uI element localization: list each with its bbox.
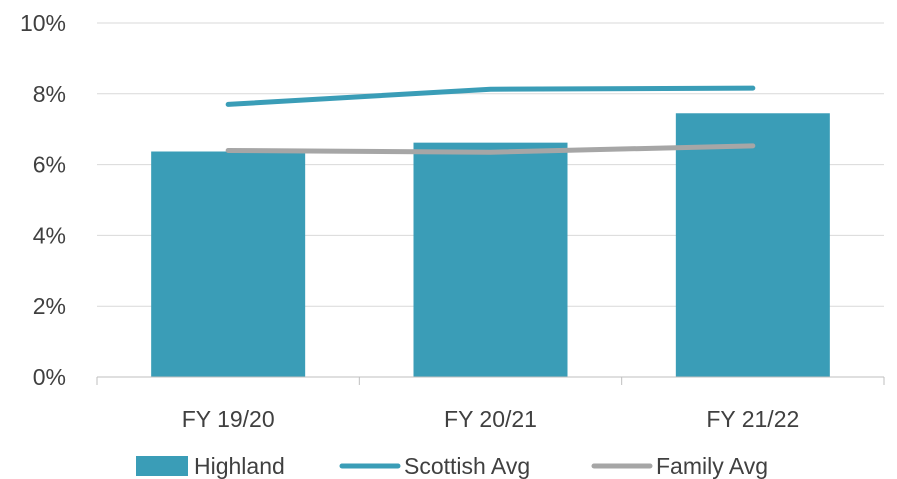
- legend: Highland Scottish Avg Family Avg: [136, 453, 768, 479]
- y-axis-labels: 0% 2% 4% 6% 8% 10%: [20, 10, 66, 390]
- bar: [675, 113, 830, 378]
- y-tick-label: 6%: [33, 152, 66, 178]
- legend-item: Family Avg: [591, 453, 768, 479]
- y-tick-label: 4%: [33, 222, 66, 248]
- y-tick-label: 0%: [33, 364, 66, 390]
- x-axis-labels: FY 19/20 FY 20/21 FY 21/22: [182, 406, 800, 432]
- x-tick-label: FY 20/21: [444, 406, 537, 432]
- x-axis: [96, 376, 885, 385]
- legend-label: Family Avg: [656, 453, 768, 479]
- y-tick-label: 2%: [33, 293, 66, 319]
- bar: [151, 151, 306, 377]
- bars: [151, 113, 830, 378]
- series-line: [225, 85, 756, 107]
- series-line: [225, 143, 756, 155]
- y-tick-label: 10%: [20, 10, 66, 36]
- series-lines: [225, 85, 756, 155]
- legend-item: Scottish Avg: [339, 453, 530, 479]
- legend-label: Scottish Avg: [404, 453, 530, 479]
- legend-swatch: [136, 456, 188, 476]
- legend-label: Highland: [194, 453, 285, 479]
- x-tick-label: FY 19/20: [182, 406, 275, 432]
- legend-item: Highland: [136, 453, 285, 479]
- bar: [413, 142, 568, 377]
- x-tick-label: FY 21/22: [706, 406, 799, 432]
- y-tick-label: 8%: [33, 81, 66, 107]
